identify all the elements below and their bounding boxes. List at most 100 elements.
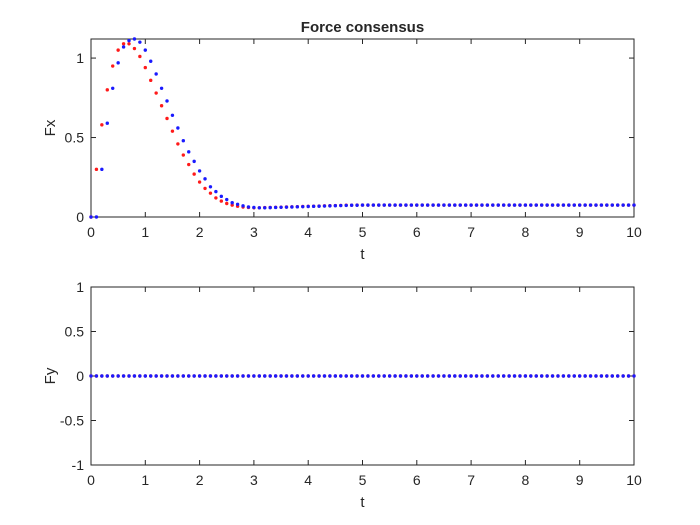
chart-title: Force consensus [301,19,424,36]
y-tick-label: -1 [72,457,85,473]
x-tick-label: 6 [413,224,421,240]
data-point [610,203,614,207]
data-point [132,374,137,378]
data-point [154,374,158,378]
data-point [219,199,224,203]
data-point [154,72,158,76]
data-point [100,167,104,172]
data-point [583,374,587,378]
data-point [149,59,153,63]
x-tick-label: 2 [196,224,204,240]
data-point [518,374,522,378]
data-point [431,203,435,207]
data-point [485,374,490,378]
data-point [415,203,419,207]
data-point [197,374,202,378]
data-point [176,142,180,146]
data-point [474,374,479,378]
data-point [192,374,196,378]
data-point [453,374,457,378]
data-point [322,374,327,378]
x-tick-label: 3 [250,472,258,488]
data-point [572,203,576,207]
data-point [230,203,234,207]
x-tick-label: 1 [141,472,149,488]
data-point [436,203,441,207]
data-point [588,203,593,207]
data-point [355,374,359,378]
data-point [523,374,528,378]
data-point [442,374,446,378]
data-point [111,374,115,378]
data-point [170,374,175,378]
data-point [138,54,142,59]
data-point [268,205,272,210]
data-point [599,374,604,378]
data-point [567,374,571,378]
data-point [273,374,278,378]
data-point [165,99,169,103]
data-point [474,203,479,207]
data-point [154,91,158,95]
x-tick-label: 9 [576,224,584,240]
data-point [143,48,147,52]
data-point [290,374,294,378]
data-point [447,374,452,378]
data-point [377,374,381,378]
data-point [393,374,397,378]
data-point [393,203,397,207]
data-point [545,374,549,378]
data-point [138,40,142,44]
data-point [339,374,343,378]
data-point [143,374,147,378]
y-tick-label: 0 [76,368,84,384]
x-tick-label: 7 [467,224,475,240]
data-point [257,374,262,378]
data-point [425,374,430,378]
data-point [371,374,376,378]
data-point [279,205,283,210]
data-point [301,374,305,378]
data-point [599,203,604,207]
data-point [398,203,403,207]
data-point [263,206,267,210]
data-point [605,203,609,207]
data-point [594,374,598,378]
data-point [257,206,262,210]
data-point [425,203,430,207]
data-point [507,374,511,378]
data-point [268,374,272,378]
data-point [181,374,186,378]
x-tick-label: 2 [196,472,204,488]
data-point [588,374,593,378]
y-axis-label: Fx [42,119,59,136]
data-point [322,204,327,208]
data-point [366,203,370,207]
data-point [632,374,636,378]
data-point [480,203,484,207]
x-tick-label: 3 [250,224,258,240]
data-point [344,374,348,378]
data-point [105,88,109,92]
data-point [203,186,207,191]
data-point [621,203,625,207]
y-tick-label: 0.5 [65,130,85,146]
data-point [273,205,278,210]
data-point [235,202,240,206]
data-point [132,46,137,51]
data-point [170,113,175,117]
data-point [116,374,120,378]
data-point [539,374,544,378]
data-point [214,196,218,200]
data-point [235,374,240,378]
data-point [127,38,131,43]
data-point [116,48,120,52]
data-point [279,374,283,378]
data-point [469,203,473,207]
data-point [594,203,598,207]
data-point [230,200,234,205]
data-point [616,203,620,207]
data-point [89,374,93,378]
data-point [241,374,245,378]
data-point [241,204,245,208]
